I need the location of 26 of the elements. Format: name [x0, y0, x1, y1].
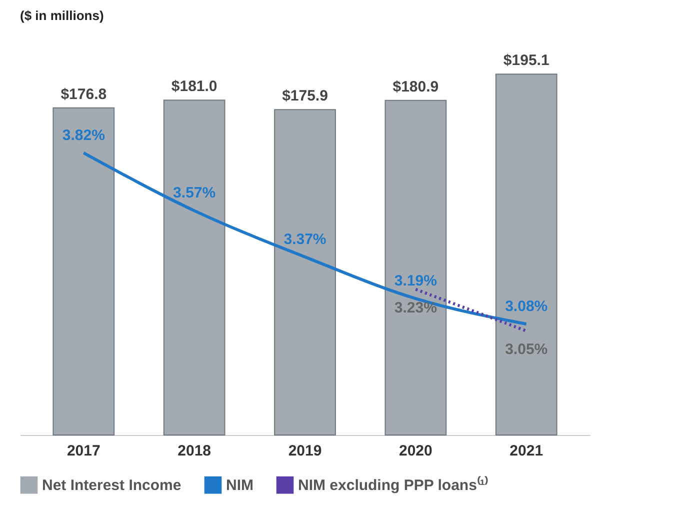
x-tick-label: 2020 [398, 442, 432, 460]
data-label: 3.19% [394, 272, 437, 290]
x-tick-label: 2017 [66, 442, 100, 460]
bar [384, 100, 447, 436]
legend-label: NIM excluding PPP loans⁽¹⁾ [298, 476, 488, 494]
data-label: 3.82% [62, 126, 105, 144]
data-label: 3.37% [284, 230, 326, 248]
x-tick-label: 2021 [510, 442, 544, 460]
data-label: $175.9 [282, 88, 328, 105]
data-label: $176.8 [60, 86, 107, 103]
x-tick-label: 2018 [178, 442, 212, 460]
data-label: 3.57% [173, 184, 216, 202]
data-label: $180.9 [392, 78, 439, 96]
data-label: 3.05% [505, 340, 548, 358]
bar [163, 100, 226, 436]
data-label: 3.23% [394, 299, 437, 316]
bar [495, 74, 558, 436]
legend-label: NIM [226, 477, 254, 494]
bar [52, 107, 115, 436]
x-tick-label: 2019 [288, 442, 322, 460]
legend-label: Net Interest Income [42, 477, 182, 494]
data-label: 3.08% [505, 298, 548, 315]
text: ($ in millions) [20, 8, 104, 24]
bar [274, 109, 336, 436]
data-label: $181.0 [171, 78, 218, 96]
data-label: $195.1 [503, 52, 550, 70]
